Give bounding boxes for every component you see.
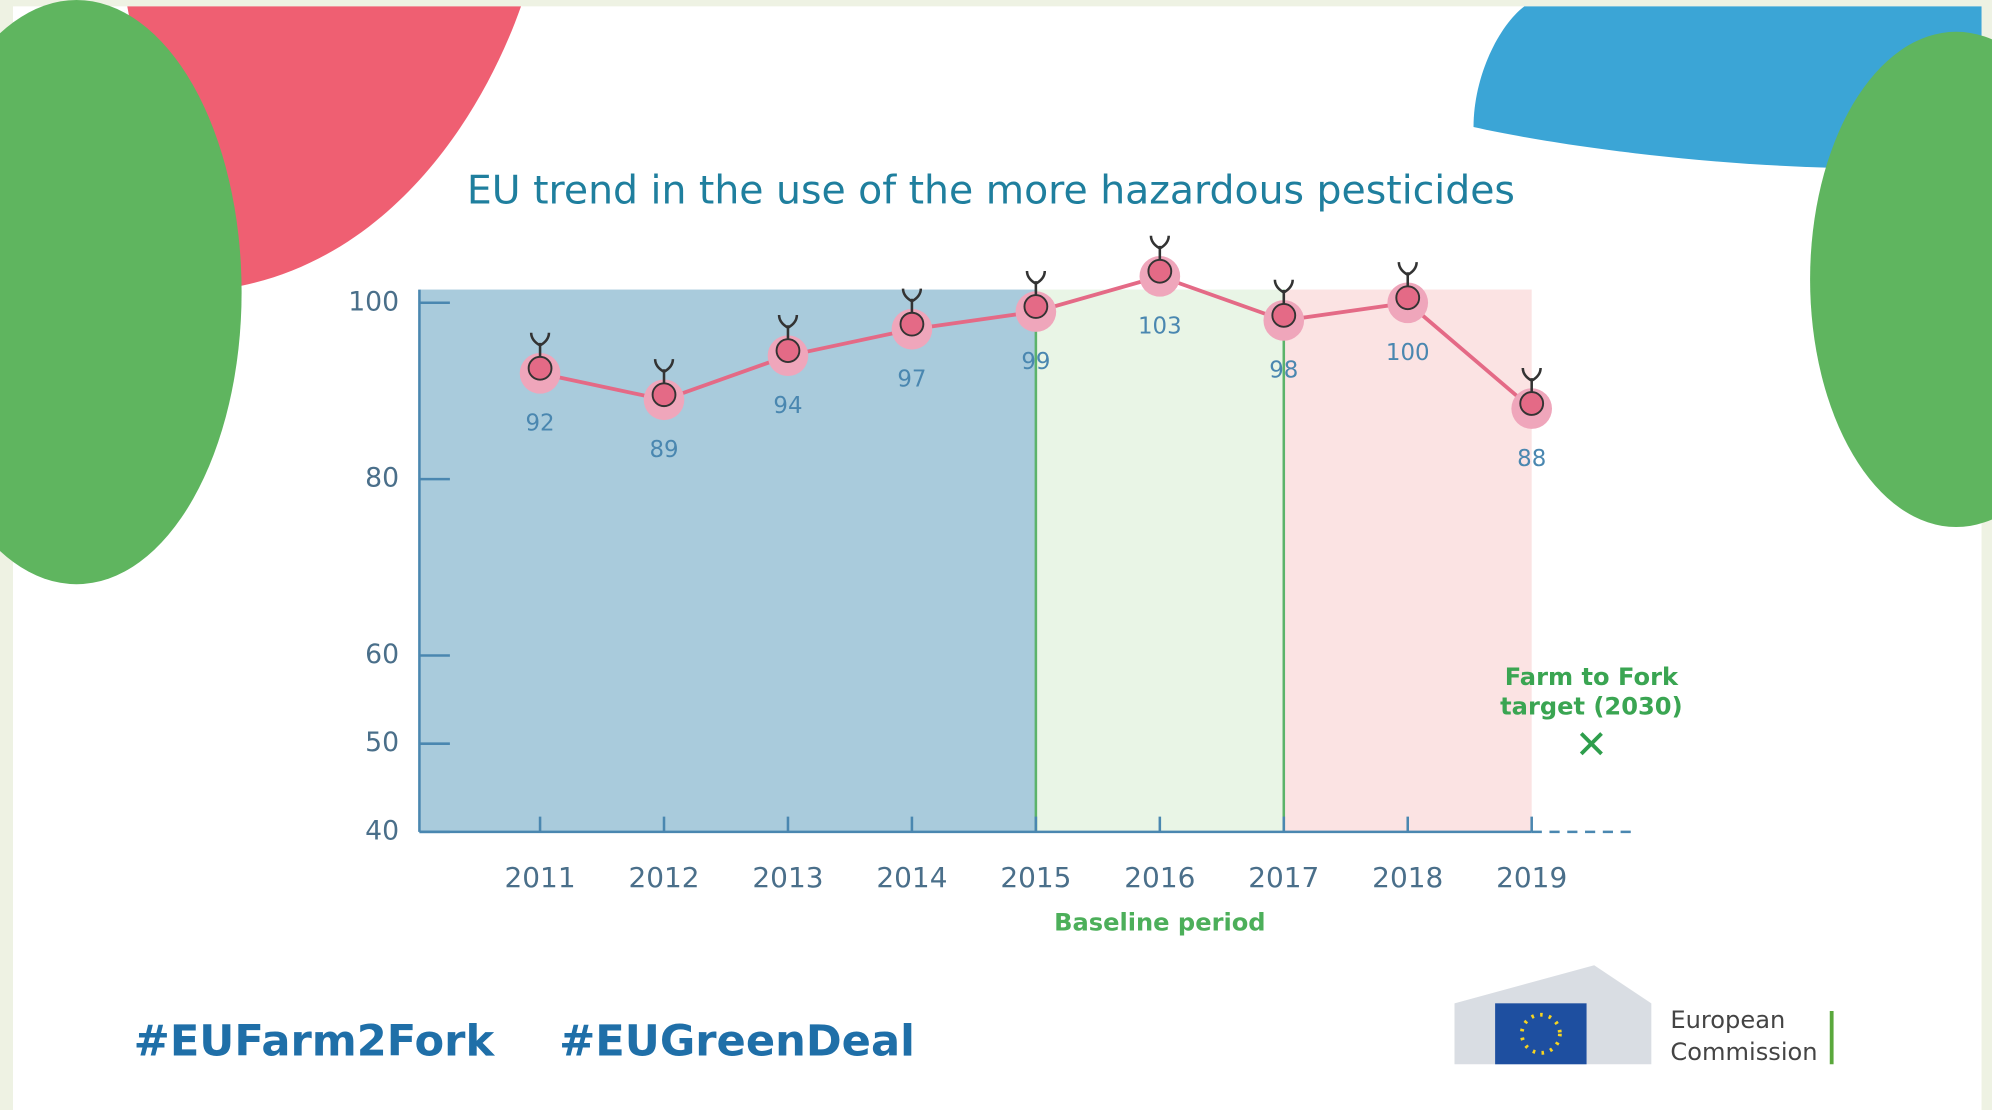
data-point-core: [900, 313, 923, 336]
x-tick-label: 2015: [1000, 861, 1071, 894]
baseline-label: Baseline period: [1054, 908, 1266, 936]
value-label: 99: [1021, 349, 1050, 375]
value-label: 103: [1138, 314, 1182, 340]
data-point-core: [1024, 295, 1047, 318]
value-label: 98: [1269, 358, 1298, 384]
value-label: 89: [649, 437, 678, 463]
x-tick-label: 2011: [505, 861, 576, 894]
y-tick-label: 50: [365, 727, 399, 758]
data-point-core: [529, 357, 552, 380]
value-label: 100: [1386, 340, 1430, 366]
hashtag: #EUGreenDeal: [559, 1016, 915, 1066]
hashtag: #EUFarm2Fork: [134, 1016, 496, 1066]
data-point-core: [653, 383, 676, 406]
data-point-core: [1520, 392, 1543, 415]
y-tick-label: 80: [365, 463, 399, 494]
y-tick-label: 100: [348, 286, 399, 317]
region-before: [419, 290, 1035, 832]
x-tick-label: 2016: [1124, 861, 1195, 894]
region-baseline: [1036, 290, 1284, 832]
chart-title: EU trend in the use of the more hazardou…: [467, 168, 1515, 214]
eu-flag: [1495, 1003, 1586, 1064]
x-tick-label: 2018: [1372, 861, 1443, 894]
data-point-core: [1148, 260, 1171, 283]
x-tick-label: 2019: [1496, 861, 1567, 894]
y-tick-label: 60: [365, 639, 399, 670]
logo-text: European: [1670, 1006, 1785, 1034]
value-label: 92: [526, 411, 555, 437]
infographic: EU trend in the use of the more hazardou…: [0, 0, 1992, 1110]
x-tick-label: 2014: [876, 861, 947, 894]
x-tick-label: 2012: [628, 861, 699, 894]
x-tick-label: 2017: [1248, 861, 1319, 894]
region-after: [1284, 290, 1532, 832]
data-point-core: [1272, 304, 1295, 327]
logo-text: Commission: [1670, 1038, 1817, 1066]
y-tick-label: 40: [365, 815, 399, 846]
value-label: 94: [773, 393, 802, 419]
value-label: 88: [1517, 446, 1546, 472]
plot: Baseline period 40 50 60 80 100 2011 2012 2013 20…: [348, 236, 1682, 937]
value-label: 97: [897, 367, 926, 393]
data-point-core: [777, 339, 800, 362]
data-point-core: [1396, 286, 1419, 309]
x-tick-label: 2013: [752, 861, 823, 894]
